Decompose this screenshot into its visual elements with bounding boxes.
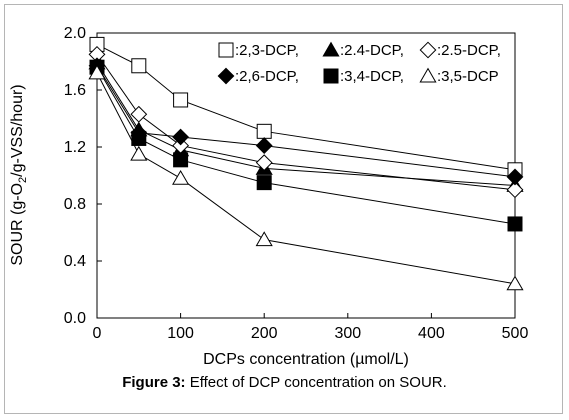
sour-line-chart: 0.0 0.4 0.8 1.2 1.6 2.0 0 100 200 300 400 500 :2,3-D…	[9, 25, 529, 368]
figure-caption: Figure 3: Effect of DCP concentration on…	[0, 374, 569, 391]
series-5-point	[130, 145, 148, 161]
x-tick-label: 500	[502, 325, 529, 342]
series-3-point	[172, 128, 190, 146]
caption-label: Figure 3:	[122, 374, 186, 391]
series-4-point	[173, 152, 189, 168]
series-2-point	[506, 181, 524, 199]
figure-frame	[4, 4, 563, 414]
series-5-point	[255, 231, 273, 247]
series-2-point	[255, 154, 273, 172]
legend-label-0: :2,3-DCP,	[235, 42, 299, 59]
x-tick-label: 400	[418, 325, 445, 342]
legend-marker-3	[217, 67, 235, 85]
x-tick-label: 0	[93, 325, 102, 342]
x-axis-label: DCPs concentration (µmol/L)	[203, 351, 409, 368]
x-tick-label: 100	[167, 325, 194, 342]
series-2-point	[130, 105, 148, 123]
series-line-5	[96, 72, 516, 285]
series-0-point	[256, 123, 272, 139]
series-4-point	[256, 175, 272, 191]
series-5-point	[172, 170, 190, 185]
legend-marker-2	[419, 41, 437, 59]
x-tick-label: 300	[334, 325, 361, 342]
legend-label-2: :2.5-DCP,	[437, 42, 501, 59]
y-tick-label: 0.0	[64, 310, 86, 327]
legend-marker-5	[419, 67, 437, 83]
legend-marker-0	[218, 42, 234, 58]
caption-text: Effect of DCP concentration on SOUR.	[185, 374, 447, 391]
y-axis-label: SOUR (g-O2/g-VSS/hour)	[9, 84, 29, 265]
y-tick-label: 0.4	[64, 253, 86, 270]
series-line-4	[96, 66, 516, 225]
legend-label-5: :3,5-DCP	[437, 68, 499, 85]
y-tick-label: 2.0	[64, 25, 86, 42]
series-4-point	[131, 130, 147, 146]
y-tick-label: 1.6	[64, 82, 86, 99]
legend-label-1: :2.4-DCP,	[340, 42, 404, 59]
legend-label-4: :3,4-DCP,	[340, 68, 404, 85]
series-5-point	[506, 275, 524, 291]
x-tick-label: 200	[251, 325, 278, 342]
series-5-point	[88, 64, 106, 80]
series-0-point	[131, 58, 147, 74]
series-3-point	[255, 137, 273, 154]
legend-marker-1	[322, 41, 340, 57]
legend-label-3: :2,6-DCP,	[235, 68, 299, 85]
series-3-point	[506, 168, 524, 186]
legend-marker-4	[323, 68, 339, 84]
y-tick-label: 1.2	[64, 139, 86, 156]
series-0-point	[173, 92, 189, 108]
series-4-point	[507, 216, 523, 232]
y-tick-label: 0.8	[64, 196, 86, 213]
